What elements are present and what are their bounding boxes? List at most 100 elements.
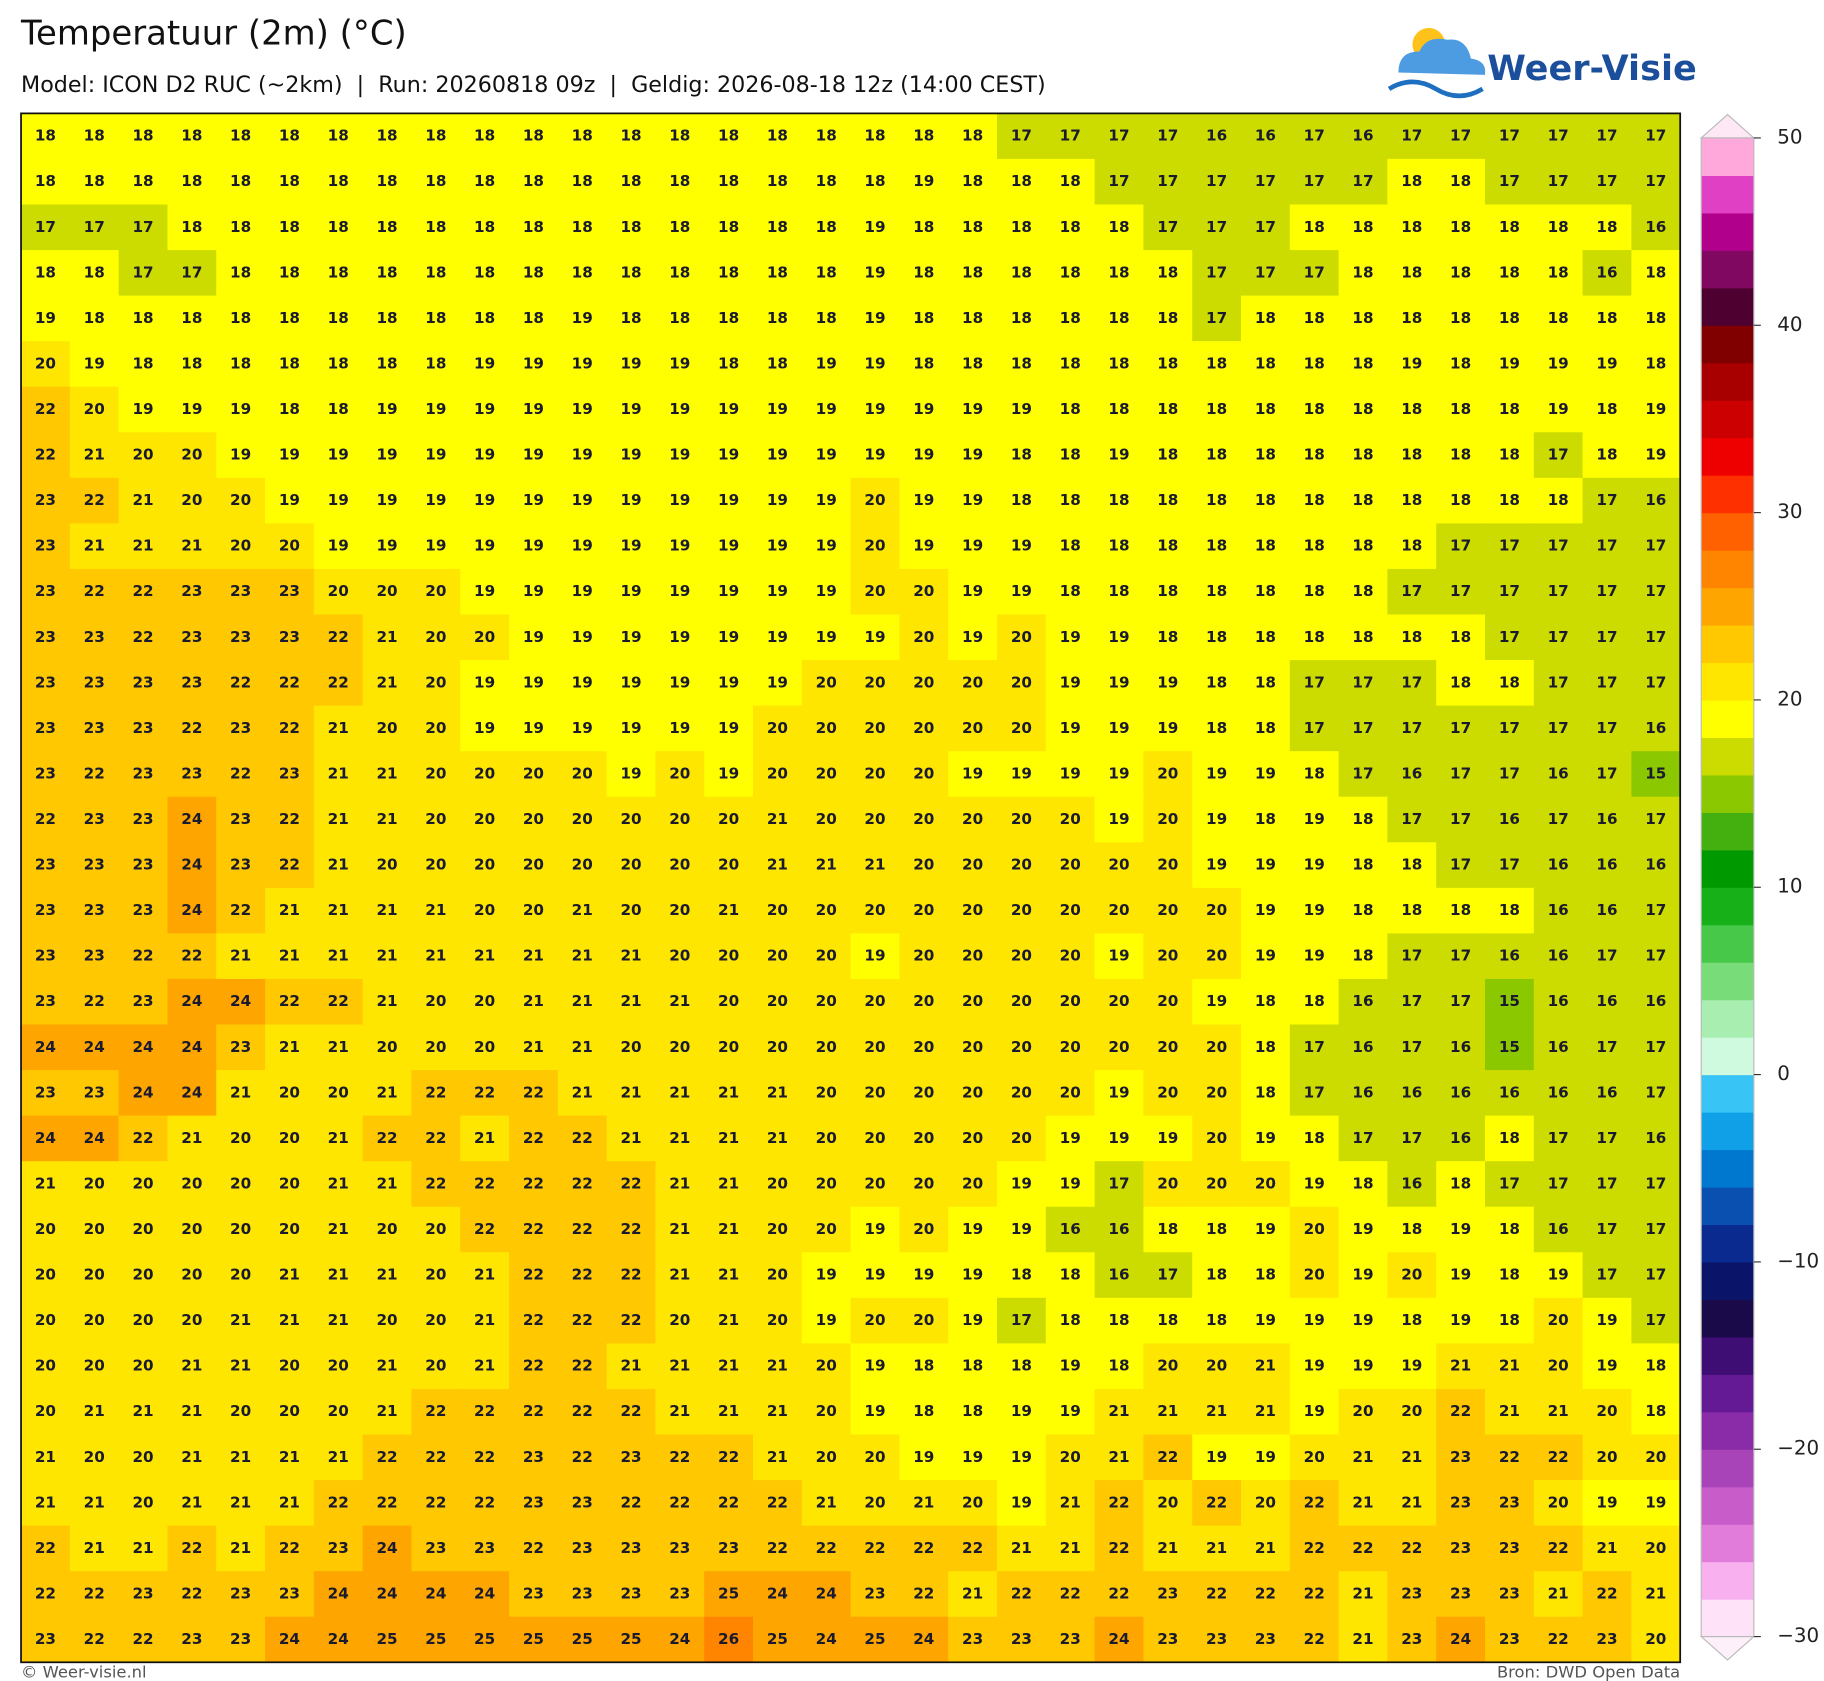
temperature-cell <box>606 250 657 297</box>
temperature-cell <box>948 158 998 206</box>
temperature-cell <box>509 705 559 752</box>
cell-value: 21 <box>1596 1539 1617 1557</box>
cell-value: 22 <box>230 901 251 919</box>
temperature-cell <box>362 1206 413 1253</box>
footer-left: © Weer-visie.nl <box>21 1662 147 1681</box>
cell-value: 22 <box>913 1539 934 1557</box>
temperature-cell <box>997 158 1047 206</box>
temperature-cell <box>460 660 510 707</box>
temperature-cell <box>69 1252 120 1299</box>
temperature-cell <box>557 1480 608 1527</box>
cell-value: 21 <box>376 1357 397 1375</box>
cell-value: 18 <box>1255 673 1276 691</box>
temperature-cell <box>1289 1297 1340 1345</box>
temperature-cell <box>948 1252 998 1299</box>
temperature-cell <box>1241 1616 1291 1663</box>
cell-value: 19 <box>474 719 495 737</box>
temperature-cell <box>1094 204 1145 251</box>
cell-value: 21 <box>767 1083 788 1101</box>
cell-value: 22 <box>572 1448 593 1466</box>
temperature-cell <box>606 204 657 251</box>
temperature-cell <box>411 158 461 206</box>
temperature-cell <box>1484 1252 1535 1299</box>
cell-value: 19 <box>816 582 837 600</box>
cell-value: 25 <box>474 1630 495 1648</box>
cell-value: 16 <box>1645 992 1666 1010</box>
cell-value: 19 <box>132 400 153 418</box>
cell-value: 24 <box>816 1630 837 1648</box>
temperature-cell <box>362 1161 413 1208</box>
cell-value: 20 <box>962 992 983 1010</box>
temperature-cell <box>1582 1070 1633 1117</box>
cell-value: 19 <box>1206 856 1227 874</box>
temperature-cell <box>1533 978 1584 1026</box>
cell-value: 22 <box>718 1493 739 1511</box>
cell-value: 20 <box>1157 1174 1178 1192</box>
cell-value: 17 <box>1596 947 1617 965</box>
temperature-cell <box>704 1161 754 1208</box>
cell-value: 18 <box>1304 218 1325 236</box>
cell-value: 18 <box>620 309 641 327</box>
cell-value: 18 <box>523 127 544 145</box>
temperature-cell <box>265 1252 315 1299</box>
temperature-cell <box>997 796 1047 843</box>
cell-value: 21 <box>1060 1539 1081 1557</box>
temperature-cell <box>801 796 852 843</box>
temperature-cell <box>167 887 217 935</box>
temperature-cell <box>1094 1571 1145 1618</box>
cell-value: 17 <box>1157 1266 1178 1284</box>
cell-value: 22 <box>620 1174 641 1192</box>
temperature-cell <box>1631 1070 1681 1117</box>
temperature-cell <box>313 1434 364 1481</box>
temperature-cell <box>1338 887 1389 935</box>
cell-value: 18 <box>1450 400 1471 418</box>
temperature-cell <box>1631 1525 1681 1572</box>
cell-value: 20 <box>913 628 934 646</box>
cell-value: 20 <box>425 673 446 691</box>
cell-value: 20 <box>1060 901 1081 919</box>
cell-value: 19 <box>864 218 885 236</box>
temperature-cell <box>411 1343 461 1390</box>
cell-value: 19 <box>1060 1402 1081 1420</box>
temperature-cell <box>1045 432 1096 479</box>
colorbar-band <box>1701 287 1754 326</box>
temperature-cell <box>69 1343 120 1390</box>
cell-value: 24 <box>1108 1630 1129 1648</box>
cell-value: 18 <box>1255 309 1276 327</box>
temperature-cell <box>850 158 901 206</box>
cell-value: 19 <box>1304 1311 1325 1329</box>
temperature-cell <box>411 933 461 980</box>
cell-value: 19 <box>1108 764 1129 782</box>
temperature-cell <box>411 614 461 661</box>
temperature-cell <box>118 432 169 479</box>
temperature-cell <box>1094 842 1145 889</box>
temperature-cell <box>1338 705 1389 752</box>
cell-value: 18 <box>1499 1129 1520 1147</box>
cell-value: 18 <box>230 263 251 281</box>
cell-value: 22 <box>572 1402 593 1420</box>
cell-value: 20 <box>1157 764 1178 782</box>
temperature-cell <box>118 1616 169 1663</box>
temperature-cell <box>167 386 217 433</box>
cell-value: 20 <box>84 1357 105 1375</box>
temperature-cell <box>557 432 608 479</box>
cell-value: 18 <box>1450 172 1471 190</box>
temperature-cell <box>509 1070 559 1117</box>
cell-value: 19 <box>181 400 202 418</box>
temperature-cell <box>1143 250 1193 297</box>
temperature-cell <box>655 1571 705 1618</box>
cell-value: 20 <box>328 1083 349 1101</box>
cell-value: 18 <box>523 309 544 327</box>
cell-value: 23 <box>132 992 153 1010</box>
cell-value: 18 <box>962 1357 983 1375</box>
cell-value: 18 <box>1304 992 1325 1010</box>
cell-value: 19 <box>376 446 397 464</box>
cell-value: 23 <box>1206 1630 1227 1648</box>
temperature-cell <box>753 432 803 479</box>
cell-value: 20 <box>474 764 495 782</box>
cell-value: 18 <box>1352 309 1373 327</box>
cell-value: 18 <box>1450 354 1471 372</box>
temperature-cell <box>265 477 315 525</box>
temperature-cell <box>313 1161 364 1208</box>
temperature-cell <box>997 1070 1047 1117</box>
